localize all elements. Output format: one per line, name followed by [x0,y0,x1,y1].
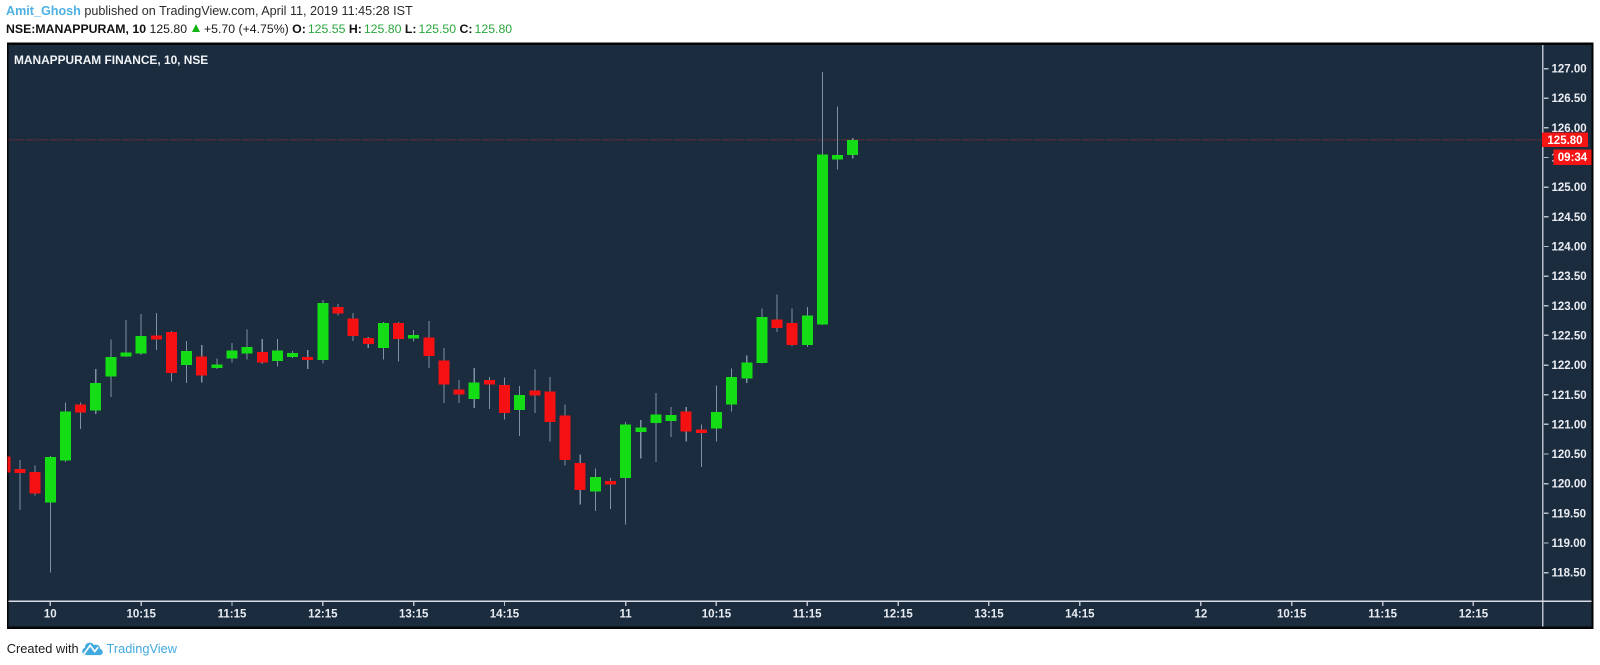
svg-text:125.80: 125.80 [1547,135,1582,147]
svg-text:121.50: 121.50 [1552,390,1587,402]
svg-text:MANAPPURAM FINANCE, 10, NSE: MANAPPURAM FINANCE, 10, NSE [14,53,208,67]
svg-text:10:15: 10:15 [126,609,156,621]
svg-text:13:15: 13:15 [974,609,1004,621]
svg-text:126.00: 126.00 [1552,123,1587,135]
svg-text:14:15: 14:15 [1065,609,1095,621]
svg-text:123.50: 123.50 [1552,271,1587,283]
svg-text:119.00: 119.00 [1552,538,1587,550]
svg-text:122.50: 122.50 [1552,330,1587,342]
svg-text:11:15: 11:15 [218,609,247,621]
svg-text:12:15: 12:15 [1459,609,1489,621]
svg-text:10:15: 10:15 [1277,609,1307,621]
svg-text:14:15: 14:15 [490,609,520,621]
svg-text:126.50: 126.50 [1552,93,1587,105]
svg-text:10: 10 [44,609,57,621]
svg-text:12:15: 12:15 [308,609,338,621]
svg-text:11:15: 11:15 [1368,609,1397,621]
svg-text:13:15: 13:15 [399,609,429,621]
svg-text:120.50: 120.50 [1552,449,1587,461]
svg-text:124.50: 124.50 [1552,212,1587,224]
svg-text:119.50: 119.50 [1552,508,1587,520]
svg-text:122.00: 122.00 [1552,360,1587,372]
svg-text:120.00: 120.00 [1552,479,1587,491]
svg-text:12: 12 [1195,609,1208,621]
svg-text:12:15: 12:15 [883,609,913,621]
svg-text:123.00: 123.00 [1552,301,1587,313]
svg-text:121.00: 121.00 [1552,419,1587,431]
svg-text:118.50: 118.50 [1552,568,1587,580]
svg-text:10:15: 10:15 [702,609,732,621]
svg-text:127.00: 127.00 [1552,64,1587,76]
svg-text:11: 11 [620,609,633,621]
svg-text:124.00: 124.00 [1552,242,1587,254]
svg-text:11:15: 11:15 [793,609,822,621]
svg-text:125.00: 125.00 [1552,182,1587,194]
svg-text:09:34: 09:34 [1558,152,1588,164]
